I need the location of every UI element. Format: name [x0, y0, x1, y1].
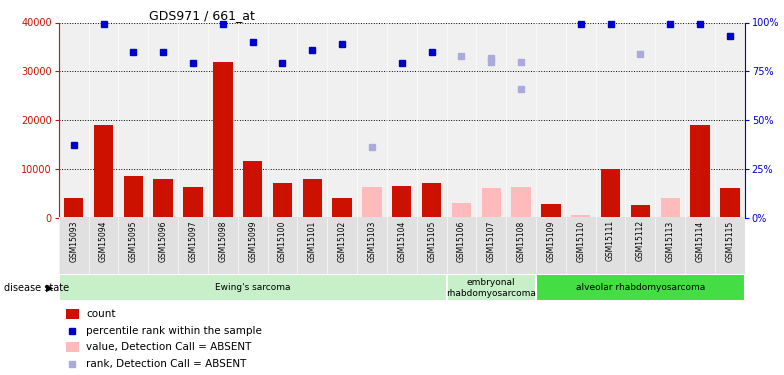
Text: GSM15102: GSM15102	[338, 220, 347, 262]
Bar	[422, 183, 441, 218]
Bar	[630, 206, 650, 218]
Bar	[691, 125, 710, 217]
Text: GSM15095: GSM15095	[129, 220, 138, 262]
Text: percentile rank within the sample: percentile rank within the sample	[86, 326, 262, 336]
Text: GSM15109: GSM15109	[546, 220, 555, 262]
Text: GSM15114: GSM15114	[695, 220, 705, 262]
Text: Ewing's sarcoma: Ewing's sarcoma	[215, 284, 290, 292]
Text: GSM15106: GSM15106	[457, 220, 466, 262]
Text: value, Detection Call = ABSENT: value, Detection Call = ABSENT	[86, 342, 252, 352]
Bar	[213, 62, 233, 217]
Bar	[94, 125, 113, 217]
Bar	[124, 176, 143, 218]
Bar	[571, 215, 590, 217]
Text: rank, Detection Call = ABSENT: rank, Detection Call = ABSENT	[86, 359, 246, 369]
Text: GSM15099: GSM15099	[249, 220, 257, 262]
Text: GSM15098: GSM15098	[218, 220, 227, 262]
Text: GSM15107: GSM15107	[487, 220, 495, 262]
Bar	[59, 274, 447, 302]
Bar	[183, 187, 203, 218]
Bar	[154, 180, 173, 218]
Bar	[392, 186, 412, 218]
Text: count: count	[86, 309, 115, 319]
Text: GSM15101: GSM15101	[308, 220, 317, 262]
Text: GSM15104: GSM15104	[397, 220, 406, 262]
Bar	[66, 342, 79, 352]
Text: GSM15110: GSM15110	[576, 220, 586, 262]
Text: GSM15097: GSM15097	[188, 220, 198, 262]
Bar	[362, 187, 382, 218]
Text: embryonal
rhabdomyosarcoma: embryonal rhabdomyosarcoma	[446, 278, 536, 297]
Bar	[511, 187, 531, 218]
Text: GSM15100: GSM15100	[278, 220, 287, 262]
Text: GSM15096: GSM15096	[158, 220, 168, 262]
Bar	[243, 161, 263, 218]
Bar	[332, 198, 352, 217]
Text: GDS971 / 661_at: GDS971 / 661_at	[149, 9, 255, 22]
Text: GSM15113: GSM15113	[666, 220, 675, 262]
Text: GSM15112: GSM15112	[636, 220, 645, 261]
Text: GSM15108: GSM15108	[517, 220, 525, 262]
Bar	[447, 274, 536, 302]
Bar	[661, 198, 680, 217]
Bar	[601, 169, 620, 217]
Text: GSM15105: GSM15105	[427, 220, 436, 262]
Text: alveolar rhabdomyosarcoma: alveolar rhabdomyosarcoma	[575, 284, 705, 292]
Bar	[303, 180, 322, 218]
Bar	[536, 274, 745, 302]
Bar	[481, 188, 501, 218]
Text: ▶: ▶	[45, 283, 53, 292]
Bar	[66, 309, 79, 319]
Bar	[452, 203, 471, 217]
Text: disease state: disease state	[4, 283, 69, 292]
Text: GSM15111: GSM15111	[606, 220, 615, 261]
Text: GSM15115: GSM15115	[725, 220, 735, 262]
Text: GSM15094: GSM15094	[99, 220, 108, 262]
Text: GSM15093: GSM15093	[69, 220, 78, 262]
Bar	[720, 188, 739, 218]
Bar	[64, 198, 83, 217]
Text: GSM15103: GSM15103	[368, 220, 376, 262]
Bar	[541, 204, 561, 218]
Bar	[273, 183, 292, 218]
